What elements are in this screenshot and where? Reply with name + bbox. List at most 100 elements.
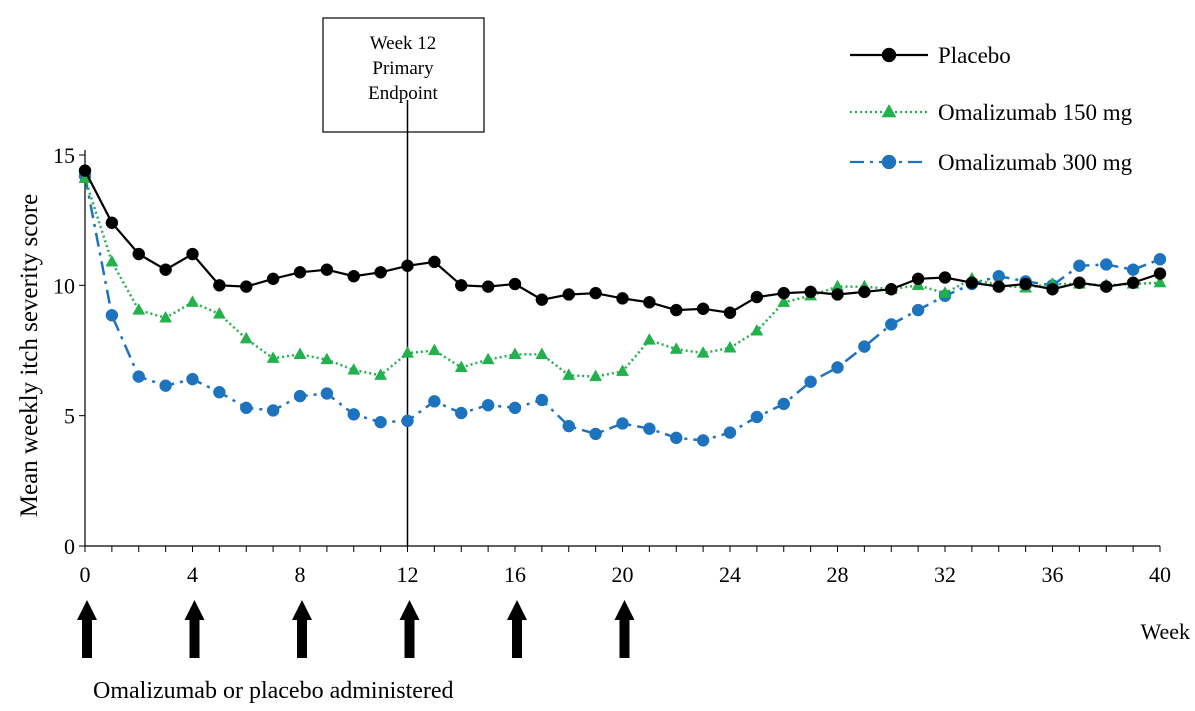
y-tick-label: 0 — [64, 534, 75, 559]
up-arrow-icon — [292, 600, 312, 658]
annotation-text: Endpoint — [368, 83, 438, 104]
data-point — [320, 263, 334, 276]
data-point — [535, 393, 549, 407]
data-point — [670, 431, 683, 445]
data-point — [374, 368, 388, 380]
series-omalizumab-300-mg — [78, 169, 1167, 447]
data-point — [1100, 258, 1113, 271]
x-tick-label: 12 — [397, 562, 419, 587]
x-tick-label: 40 — [1149, 562, 1171, 587]
arrow-head — [77, 600, 97, 620]
primary-endpoint-annotation: Week 12 Primary Endpoint — [322, 17, 485, 546]
arrow-head — [507, 600, 527, 620]
data-point — [132, 247, 145, 261]
data-point — [132, 303, 146, 315]
legend-label: Omalizumab 300 mg — [938, 150, 1133, 175]
data-point — [858, 285, 871, 299]
arrow-shaft — [297, 618, 307, 658]
legend-label: Omalizumab 150 mg — [938, 100, 1133, 125]
data-point — [750, 323, 764, 336]
data-point — [240, 401, 253, 415]
data-point — [212, 307, 226, 319]
data-point — [669, 342, 683, 354]
data-point — [266, 404, 280, 417]
data-point — [293, 389, 307, 403]
data-point — [589, 286, 602, 300]
x-tick-label: 16 — [504, 562, 526, 587]
data-point — [885, 318, 898, 331]
data-point — [240, 280, 253, 293]
data-point — [105, 216, 119, 230]
data-point — [670, 303, 683, 317]
data-point — [643, 422, 656, 435]
legend: Placebo Omalizumab 150 mg Omalizumab 300 m… — [850, 43, 1133, 175]
arrow-head — [184, 600, 205, 620]
data-point — [1073, 276, 1086, 289]
data-point — [481, 398, 495, 412]
data-point — [186, 372, 199, 386]
data-point — [455, 406, 468, 420]
data-point — [455, 279, 468, 292]
data-point — [589, 369, 603, 382]
data-point — [293, 266, 307, 279]
y-tick-label: 10 — [53, 273, 75, 298]
data-point — [132, 370, 145, 383]
annotation-box — [322, 17, 485, 133]
x-tick-label: 32 — [934, 562, 956, 587]
data-point — [965, 276, 979, 289]
legend-item: Omalizumab 300 mg — [850, 150, 1133, 175]
arrow-shaft — [82, 618, 92, 658]
data-point — [213, 385, 226, 399]
data-point — [992, 280, 1005, 293]
x-tick-label: 24 — [719, 562, 741, 587]
data-point — [213, 279, 226, 292]
data-point — [911, 303, 925, 317]
data-point — [938, 286, 952, 298]
up-arrow-icon — [507, 600, 527, 658]
up-arrow-icon — [614, 600, 635, 658]
up-arrow-icon — [77, 600, 97, 658]
data-point — [1019, 277, 1032, 291]
data-point — [589, 427, 602, 441]
data-point — [881, 154, 897, 170]
y-tick-label: 5 — [64, 404, 75, 429]
data-point — [159, 263, 172, 276]
data-point — [401, 259, 414, 273]
data-point — [508, 347, 522, 359]
data-point — [427, 343, 441, 356]
data-point — [804, 375, 817, 389]
data-point — [347, 269, 360, 283]
data-point — [911, 272, 925, 286]
data-point — [616, 364, 629, 376]
data-point — [105, 309, 119, 322]
data-point — [696, 302, 710, 316]
data-point — [320, 352, 334, 365]
data-point — [535, 293, 549, 306]
data-point — [831, 288, 844, 301]
up-arrow-icon — [184, 600, 205, 658]
series-layer — [78, 164, 1167, 447]
data-point — [159, 379, 172, 392]
x-tick-label: 20 — [612, 562, 634, 587]
data-point — [696, 346, 710, 358]
data-point — [750, 290, 764, 304]
data-point — [750, 410, 764, 424]
data-point — [78, 164, 92, 177]
data-point — [535, 347, 549, 359]
arrow-head — [614, 600, 635, 620]
data-point — [186, 295, 199, 307]
arrow-shaft — [512, 618, 522, 658]
data-point — [804, 285, 817, 299]
data-point — [723, 426, 737, 439]
data-point — [562, 419, 575, 433]
data-point — [831, 361, 844, 374]
data-point — [1073, 259, 1086, 273]
data-point — [642, 333, 656, 345]
data-point — [885, 282, 898, 296]
data-point — [1126, 276, 1140, 289]
arrow-head — [399, 600, 420, 620]
data-point — [723, 306, 737, 319]
data-point — [347, 363, 361, 375]
administration-label: Omalizumab or placebo administered — [93, 678, 454, 704]
data-point — [508, 401, 522, 415]
